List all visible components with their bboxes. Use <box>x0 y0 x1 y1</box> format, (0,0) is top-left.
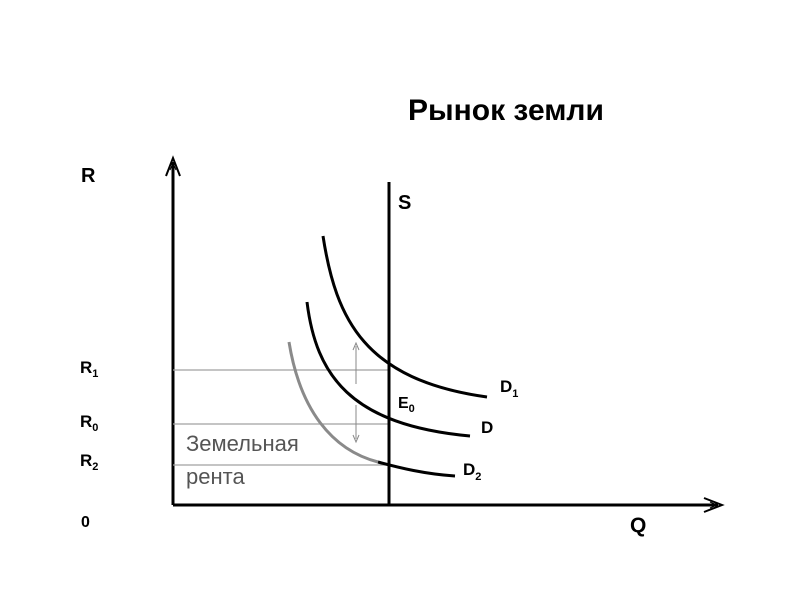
curve-label-d1: D1 <box>500 377 518 400</box>
y-axis-label: R <box>81 165 96 187</box>
demand-curve-d2-grey-part <box>287 341 379 464</box>
demand-curve-d2 <box>377 460 456 478</box>
supply-label: S <box>398 192 411 214</box>
y-axis <box>165 155 181 505</box>
r1-label: R1 <box>80 358 98 380</box>
shift-down-arrow <box>352 405 360 444</box>
rent-label-line1: Земельная <box>186 431 299 456</box>
demand-curve-d <box>305 301 471 438</box>
equilibrium-label: E0 <box>398 395 415 415</box>
shift-up-arrow <box>352 341 360 384</box>
chart-title: Рынок земли <box>408 94 604 127</box>
r0-label: R0 <box>80 412 98 434</box>
curve-label-d: D <box>481 418 493 437</box>
origin-label: 0 <box>81 514 90 531</box>
x-axis-label: Q <box>630 514 646 537</box>
demand-curve-d1 <box>321 235 488 399</box>
x-axis <box>173 497 725 513</box>
rent-label-line2: рента <box>186 464 245 489</box>
curve-label-d2: D2 <box>463 460 481 483</box>
r2-label: R2 <box>80 451 98 473</box>
